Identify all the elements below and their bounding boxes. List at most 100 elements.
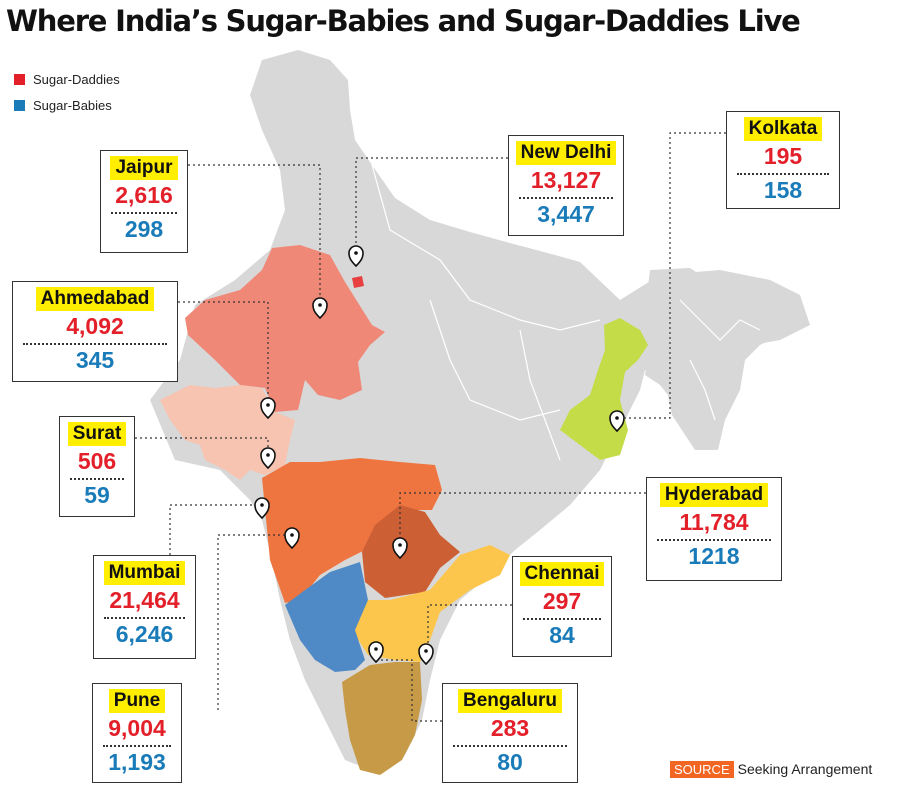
pin-mumbai (254, 497, 270, 520)
babies-count: 1218 (688, 543, 740, 569)
region-rajasthan (185, 245, 385, 412)
page-title: Where India’s Sugar-Babies and Sugar-Dad… (6, 4, 801, 38)
pin-dot (374, 647, 378, 651)
pin-jaipur (312, 297, 328, 320)
pin-kolkata (609, 410, 625, 433)
babies-count: 298 (124, 216, 164, 242)
city-name: Surat (67, 422, 127, 446)
daddies-count: 2,616 (111, 180, 177, 214)
pin-ahmedabad (260, 397, 276, 420)
city-name: Pune (108, 689, 166, 713)
pin-dot (354, 251, 358, 255)
state-borders (371, 164, 761, 461)
northeast-landmass (620, 270, 800, 450)
daddies-count: 11,784 (657, 507, 771, 541)
pin-dot (266, 453, 270, 457)
pin-marker-icon (284, 527, 300, 550)
city-box-ahmedabad: Ahmedabad 4,092 345 (12, 281, 178, 382)
legend-item-daddies: Sugar-Daddies (14, 66, 120, 92)
pin-marker-icon (392, 537, 408, 560)
daddies-count: 297 (523, 586, 601, 620)
babies-label: Sugar-Babies (33, 97, 112, 113)
pin-marker-icon (312, 297, 328, 320)
babies-count: 80 (497, 749, 523, 775)
daddies-count: 4,092 (23, 311, 167, 345)
source-credit: SOURCE Seeking Arrangement (670, 761, 873, 778)
pin-dot (615, 416, 619, 420)
pin-marker-icon (418, 643, 434, 666)
daddies-label: Sugar-Daddies (33, 71, 120, 87)
leader-lines (135, 132, 726, 722)
leader-hyderabad (399, 492, 646, 545)
pin-surat (260, 447, 276, 470)
babies-count: 345 (75, 347, 115, 373)
city-name: Mumbai (103, 561, 186, 585)
daddies-swatch (14, 73, 25, 85)
city-name: Ahmedabad (35, 287, 155, 311)
city-box-new-delhi: New Delhi 13,127 3,447 (508, 135, 624, 236)
pin-dot (266, 403, 270, 407)
city-box-chennai: Chennai 297 84 (512, 556, 612, 657)
city-name: Kolkata (743, 117, 823, 141)
city-box-mumbai: Mumbai 21,464 6,246 (93, 555, 196, 659)
city-box-surat: Surat 506 59 (59, 416, 135, 517)
pin-new-delhi (348, 245, 364, 268)
pin-dot (290, 533, 294, 537)
border-line (689, 359, 716, 421)
city-box-kolkata: Kolkata 195 158 (726, 111, 840, 209)
pin-marker-icon (260, 447, 276, 470)
pin-marker-icon (368, 641, 384, 664)
region-telangana (362, 505, 460, 598)
daddies-count: 506 (70, 446, 124, 480)
leader-bengaluru (376, 659, 442, 722)
leader-jaipur (188, 164, 321, 305)
pin-dot (424, 649, 428, 653)
pin-marker-icon (348, 245, 364, 268)
daddies-count: 13,127 (519, 165, 613, 199)
babies-count: 59 (84, 482, 110, 508)
babies-count: 84 (549, 622, 575, 648)
daddies-count: 21,464 (104, 585, 185, 619)
leader-ahmedabad (178, 301, 269, 405)
babies-count: 1,193 (108, 749, 166, 775)
pin-dot (398, 543, 402, 547)
daddies-count: 9,004 (103, 713, 171, 747)
region-karnataka (285, 562, 368, 672)
city-name: Hyderabad (659, 483, 769, 507)
region-tamil-nadu (342, 662, 422, 775)
babies-swatch (14, 99, 25, 111)
pin-bengaluru (368, 641, 384, 664)
city-name: New Delhi (515, 141, 617, 165)
region-delhi (352, 276, 364, 288)
city-box-pune: Pune 9,004 1,193 (92, 683, 182, 783)
city-box-jaipur: Jaipur 2,616 298 (100, 150, 188, 253)
leader-mumbai (169, 504, 262, 565)
daddies-count: 283 (453, 713, 567, 747)
border-line (519, 329, 561, 461)
pin-hyderabad (392, 537, 408, 560)
pin-chennai (418, 643, 434, 666)
pin-dot (260, 503, 264, 507)
source-text: Seeking Arrangement (737, 761, 873, 777)
city-name: Jaipur (110, 156, 178, 180)
city-box-hyderabad: Hyderabad 11,784 1218 (646, 477, 782, 581)
pin-dot (318, 303, 322, 307)
border-line (429, 299, 561, 421)
city-box-bengaluru: Bengaluru 283 80 (442, 683, 578, 783)
city-name: Chennai (519, 562, 605, 586)
source-tag: SOURCE (670, 761, 734, 778)
leader-new-delhi (355, 157, 508, 265)
legend-item-babies: Sugar-Babies (14, 92, 120, 118)
city-name: Bengaluru (458, 689, 562, 713)
region-maharashtra (262, 458, 442, 603)
region-west-bengal (560, 318, 648, 460)
babies-count: 158 (763, 177, 803, 203)
legend: Sugar-Daddies Sugar-Babies (14, 66, 120, 118)
daddies-count: 195 (737, 141, 829, 175)
leader-pune (217, 534, 290, 710)
pin-marker-icon (254, 497, 270, 520)
border-line (371, 164, 601, 331)
pin-marker-icon (260, 397, 276, 420)
pin-marker-icon (609, 410, 625, 433)
pin-pune (284, 527, 300, 550)
